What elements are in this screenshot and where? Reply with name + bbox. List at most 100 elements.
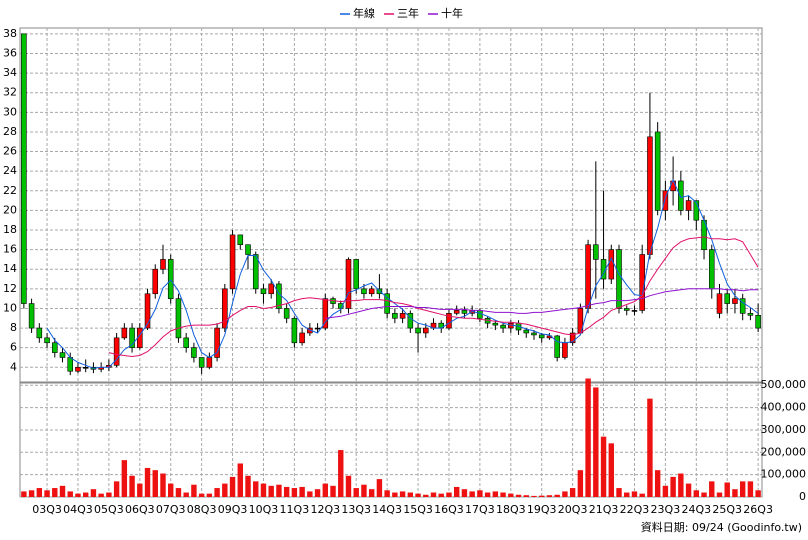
volume-bar bbox=[314, 489, 321, 497]
y2-tick-label: 200,000 bbox=[761, 445, 807, 458]
legend-label: 三年 bbox=[397, 6, 419, 20]
candle-body bbox=[724, 293, 730, 304]
x-tick-label: 20Q3 bbox=[558, 503, 588, 516]
volume-bar bbox=[82, 492, 89, 497]
candle-body bbox=[531, 332, 537, 336]
volume-bar bbox=[523, 495, 529, 497]
x-tick-label: 10Q3 bbox=[249, 503, 279, 516]
volume-bar bbox=[137, 483, 143, 497]
candle-body bbox=[67, 357, 74, 372]
ma-line bbox=[46, 178, 759, 369]
candle-body bbox=[28, 303, 35, 329]
volume-bar bbox=[515, 494, 522, 497]
volume-bar bbox=[229, 476, 236, 497]
legend: 年線 三年 十年 bbox=[340, 6, 463, 20]
x-tick-label: 03Q3 bbox=[32, 503, 62, 516]
volume-bar bbox=[407, 492, 414, 497]
candle-body bbox=[685, 200, 692, 211]
candle-body bbox=[678, 180, 684, 211]
y2-tick-label: 500,000 bbox=[761, 378, 807, 391]
x-tick-label: 25Q3 bbox=[712, 503, 742, 516]
volume-bar bbox=[361, 484, 367, 497]
x-tick-label: 18Q3 bbox=[496, 503, 526, 516]
volume-bar bbox=[206, 493, 213, 497]
candle-body bbox=[167, 259, 174, 299]
candle-body bbox=[75, 366, 81, 372]
volume-bar bbox=[562, 491, 568, 497]
candle-body bbox=[608, 249, 615, 280]
candle-body bbox=[492, 322, 499, 326]
volume-bar bbox=[113, 481, 120, 497]
volume-bar bbox=[75, 493, 81, 497]
candle-body bbox=[314, 327, 321, 330]
candle-body bbox=[739, 298, 746, 314]
volume-bar bbox=[384, 490, 390, 497]
volume-bar bbox=[183, 492, 189, 497]
candle-body bbox=[538, 334, 545, 339]
legend-label: 年線 bbox=[353, 6, 375, 20]
y2-tick-label: 0 bbox=[799, 490, 806, 503]
candle-body bbox=[299, 332, 305, 344]
volume-bar bbox=[569, 488, 576, 497]
volume-bar bbox=[330, 485, 336, 497]
candle-body bbox=[500, 324, 506, 329]
candle-body bbox=[206, 357, 213, 368]
volume-bar bbox=[392, 492, 398, 497]
candle-body bbox=[129, 327, 135, 348]
candle-body bbox=[175, 298, 182, 339]
candle-body bbox=[384, 293, 390, 314]
candle-body bbox=[639, 254, 645, 311]
candle-body bbox=[229, 234, 236, 290]
candle-body bbox=[152, 268, 159, 295]
candle-body bbox=[283, 308, 290, 319]
candle-body bbox=[121, 327, 128, 339]
candle-body bbox=[453, 310, 460, 314]
y-tick-label: 36 bbox=[3, 46, 17, 59]
volume-bar bbox=[67, 491, 73, 497]
y-tick-label: 18 bbox=[3, 223, 17, 236]
volume-bar bbox=[291, 488, 298, 497]
volume-bar bbox=[121, 460, 128, 497]
y-tick-label: 14 bbox=[3, 262, 17, 275]
volume-bar bbox=[198, 493, 205, 497]
candle-body bbox=[407, 313, 414, 329]
volume-bar bbox=[453, 486, 460, 497]
volume-bar bbox=[477, 490, 483, 497]
volume-bar bbox=[732, 489, 738, 497]
y-tick-label: 28 bbox=[3, 125, 17, 138]
volume-bar bbox=[531, 495, 537, 497]
y-tick-label: 32 bbox=[3, 86, 17, 99]
ma-line bbox=[325, 288, 759, 319]
x-tick-label: 15Q3 bbox=[403, 503, 433, 516]
volume-bar bbox=[500, 492, 506, 497]
candle-body bbox=[693, 200, 700, 221]
candle-body bbox=[654, 131, 661, 211]
volume-bar bbox=[168, 483, 174, 497]
candle-body bbox=[198, 357, 205, 368]
volume-bar bbox=[539, 495, 545, 497]
y-tick-label: 38 bbox=[3, 27, 17, 40]
candle-body bbox=[623, 308, 630, 311]
volume-bar bbox=[338, 450, 344, 497]
volume-bar bbox=[577, 470, 584, 497]
volume-bar bbox=[593, 387, 599, 497]
candle-body bbox=[59, 352, 66, 358]
candle-body bbox=[214, 327, 220, 358]
candle-body bbox=[21, 33, 27, 304]
y-tick-label: 30 bbox=[3, 105, 17, 118]
candle-body bbox=[415, 327, 421, 334]
volume-bar bbox=[461, 489, 468, 497]
volume-bar bbox=[175, 488, 182, 497]
volume-bar bbox=[276, 484, 282, 497]
volume-bar bbox=[508, 493, 514, 497]
y2-tick-label: 400,000 bbox=[761, 401, 807, 414]
x-tick-label: 14Q3 bbox=[372, 503, 402, 516]
volume-bar bbox=[546, 495, 553, 497]
volume-bar bbox=[654, 470, 661, 497]
volume-bar bbox=[214, 488, 220, 497]
x-tick-label: 16Q3 bbox=[434, 503, 464, 516]
candle-body bbox=[554, 335, 560, 358]
volume-bar bbox=[624, 492, 630, 497]
x-tick-label: 21Q3 bbox=[589, 503, 619, 516]
